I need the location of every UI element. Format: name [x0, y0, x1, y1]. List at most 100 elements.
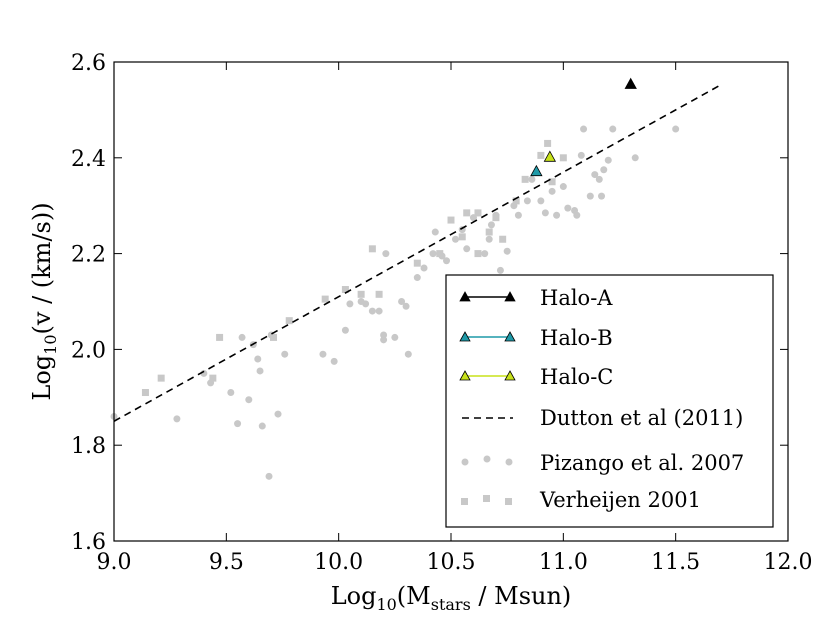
x-axis-label-sub: 10	[376, 595, 396, 614]
point-pizango-et-al-2007-49	[514, 211, 522, 219]
point-pizango-et-al-2007-4	[227, 389, 235, 397]
point-pizango-et-al-2007-62	[586, 192, 594, 200]
legend-marker-verheijen-2	[483, 495, 490, 502]
x-axis-label-main: Log	[331, 582, 377, 610]
x-tick-label-2: 10.0	[314, 550, 363, 575]
halo-markers-layer	[530, 77, 637, 177]
y-axis-label-sub: 10	[41, 334, 60, 354]
point-verheijen-2001-20	[499, 235, 507, 243]
point-pizango-et-al-2007-61	[580, 125, 588, 133]
point-pizango-et-al-2007-44	[487, 221, 495, 229]
point-pizango-et-al-2007-34	[431, 228, 439, 236]
point-verheijen-2001-9	[368, 245, 376, 253]
point-pizango-et-al-2007-29	[402, 302, 410, 310]
point-pizango-et-al-2007-27	[391, 333, 399, 341]
point-pizango-et-al-2007-63	[591, 171, 599, 179]
point-pizango-et-al-2007-26	[382, 250, 390, 258]
point-pizango-et-al-2007-5	[234, 420, 242, 428]
point-pizango-et-al-2007-32	[420, 264, 428, 272]
y-axis-label-main: Log	[28, 355, 56, 401]
legend-label-halo-c: Halo-C	[540, 365, 613, 389]
point-verheijen-2001-13	[447, 216, 455, 224]
legend-label-dutton: Dutton et al (2011)	[540, 406, 743, 430]
point-pizango-et-al-2007-11	[258, 422, 266, 430]
point-verheijen-2001-5	[285, 317, 293, 325]
point-verheijen-2001-2	[209, 374, 217, 382]
point-pizango-et-al-2007-36	[443, 257, 451, 265]
legend-label-pizango: Pizango et al. 2007	[540, 451, 744, 475]
point-pizango-et-al-2007-6	[238, 333, 246, 341]
point-verheijen-2001-4	[270, 333, 278, 341]
y-tick-label-5: 2.6	[71, 51, 106, 76]
point-pizango-et-al-2007-15	[281, 350, 289, 358]
point-pizango-et-al-2007-70	[672, 125, 680, 133]
x-tick-label-4: 11.0	[539, 550, 588, 575]
x-tick-label-5: 11.5	[651, 550, 700, 575]
point-pizango-et-al-2007-42	[481, 250, 489, 258]
point-pizango-et-al-2007-17	[330, 357, 338, 365]
point-verheijen-2001-11	[413, 259, 421, 267]
point-verheijen-2001-14	[458, 233, 466, 241]
point-verheijen-2001-7	[341, 286, 349, 294]
point-pizango-et-al-2007-31	[413, 274, 421, 282]
legend-box	[445, 274, 774, 528]
point-pizango-et-al-2007-21	[362, 300, 370, 308]
point-verheijen-2001-1	[157, 374, 165, 382]
point-pizango-et-al-2007-46	[496, 266, 504, 274]
point-pizango-et-al-2007-51	[528, 175, 536, 183]
point-verheijen-2001-17	[474, 209, 482, 217]
point-pizango-et-al-2007-24	[380, 336, 388, 344]
point-verheijen-2001-12	[436, 250, 444, 258]
point-pizango-et-al-2007-12	[265, 472, 273, 480]
x-tick-label-6: 12.0	[764, 550, 813, 575]
point-pizango-et-al-2007-52	[537, 197, 545, 205]
point-pizango-et-al-2007-25	[380, 331, 388, 339]
y-axis-label: Log10(v / (km/s))	[28, 202, 60, 400]
legend-marker-halo-b-1	[459, 331, 471, 342]
point-pizango-et-al-2007-7	[245, 396, 253, 404]
point-pizango-et-al-2007-55	[553, 211, 561, 219]
legend-marker-halo-c-2	[504, 370, 516, 381]
y-tick-label-4: 2.4	[71, 147, 106, 172]
point-halo-c-0	[543, 150, 557, 162]
point-pizango-et-al-2007-9	[254, 355, 262, 363]
point-pizango-et-al-2007-28	[398, 298, 406, 305]
legend-marker-pizango-2	[483, 455, 491, 463]
point-pizango-et-al-2007-39	[463, 245, 471, 253]
legend-marker-pizango-1	[461, 458, 469, 466]
point-pizango-et-al-2007-33	[429, 250, 437, 258]
point-verheijen-2001-8	[357, 290, 365, 298]
axis-ticks: 9.0 9.5 10.0 10.5 11.0 11.5 12.0 1.6 1.8 2.0 2.2 2.…	[71, 51, 812, 575]
point-pizango-et-al-2007-19	[346, 300, 354, 308]
point-verheijen-2001-26	[559, 154, 567, 162]
point-verheijen-2001-23	[537, 151, 545, 159]
point-pizango-et-al-2007-56	[559, 183, 567, 191]
point-pizango-et-al-2007-23	[375, 307, 383, 315]
point-verheijen-2001-16	[474, 250, 482, 258]
scatter-layer	[110, 125, 680, 480]
point-pizango-et-al-2007-65	[598, 192, 606, 200]
y-tick-label-2: 2.0	[71, 338, 106, 363]
point-pizango-et-al-2007-50	[523, 197, 531, 205]
x-tick-label-3: 10.5	[427, 550, 476, 575]
x-axis-label-stars: stars	[431, 595, 471, 614]
y-tick-label-3: 2.2	[71, 243, 106, 268]
point-pizango-et-al-2007-16	[319, 350, 327, 358]
point-verheijen-2001-3	[216, 333, 224, 341]
legend-marker-halo-a-1	[459, 291, 471, 302]
legend-marker-verheijen-1	[461, 498, 468, 505]
legend-label-verheijen: Verheijen 2001	[539, 488, 701, 512]
y-axis-label-rest: (v / (km/s))	[28, 202, 56, 334]
legend-marker-halo-b-2	[504, 331, 516, 342]
x-axis-label-rest: / Msun)	[471, 582, 572, 610]
point-verheijen-2001-18	[485, 228, 493, 236]
point-verheijen-2001-15	[463, 209, 471, 217]
point-pizango-et-al-2007-10	[256, 367, 264, 375]
legend-marker-pizango-3	[505, 458, 513, 466]
point-verheijen-2001-21	[512, 197, 520, 205]
point-pizango-et-al-2007-54	[548, 187, 556, 195]
point-pizango-et-al-2007-53	[541, 209, 549, 217]
point-pizango-et-al-2007-67	[604, 156, 612, 164]
